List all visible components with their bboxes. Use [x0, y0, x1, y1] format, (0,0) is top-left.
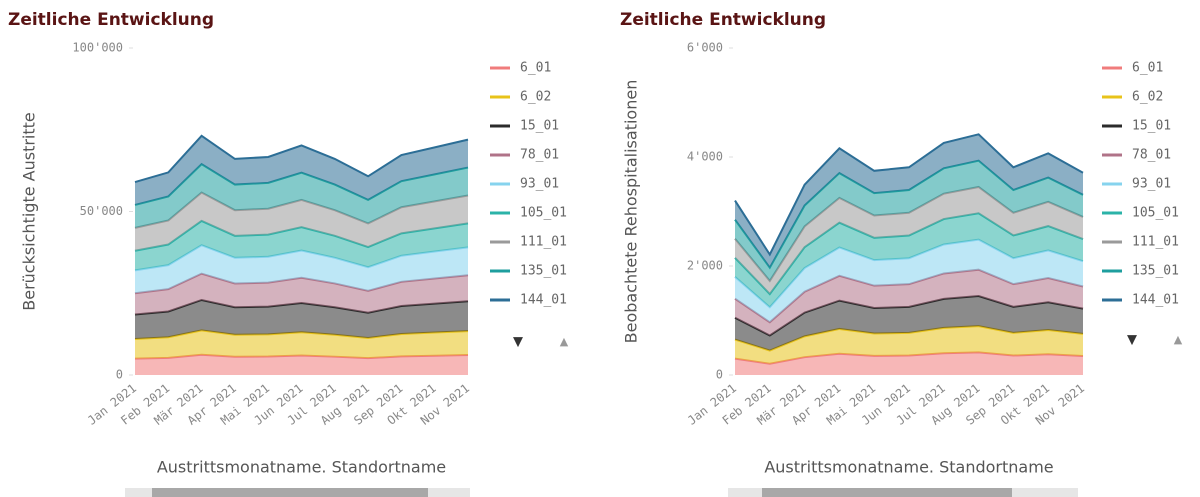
legend-scroll-down[interactable]: ▼ [513, 335, 523, 350]
y-tick-label: 4'000 [687, 150, 723, 164]
y-axis-label: Berücksichtigte Austritte [20, 112, 39, 311]
area [135, 273, 468, 315]
legend-scroll-down[interactable]: ▼ [1127, 333, 1137, 348]
area [135, 135, 468, 205]
area-edge [134, 219, 469, 252]
legend-label: 111_01 [1132, 235, 1179, 250]
scrollbar-thumb[interactable] [762, 488, 1012, 497]
area-edge [734, 238, 1084, 309]
area [135, 354, 468, 375]
area [735, 326, 1083, 364]
y-tick-label: 6'000 [687, 41, 723, 55]
legend-label: 144_01 [1132, 293, 1179, 308]
area [135, 192, 468, 251]
legend-label: 135_01 [520, 264, 567, 279]
x-axis-label: Austrittsmonatname. Standortname [157, 458, 446, 477]
legend-label: 144_01 [520, 293, 567, 308]
y-axis-label: Beobachtete Rehospitalisationen [622, 80, 641, 344]
area [135, 245, 468, 294]
legend-label: 135_01 [1132, 264, 1179, 279]
x-axis-label: Austrittsmonatname. Standortname [764, 458, 1053, 477]
y-tick-label: 0 [716, 368, 723, 382]
legend-label: 78_01 [1132, 148, 1171, 163]
area [735, 239, 1083, 323]
chart-title: Zeitliche Entwicklung [620, 10, 826, 30]
legend-scroll-up[interactable]: ▲ [560, 335, 569, 348]
area [135, 164, 468, 228]
y-tick-label: 0 [116, 368, 123, 382]
legend-label: 6_02 [1132, 90, 1163, 105]
legend-label: 105_01 [1132, 206, 1179, 221]
legend-label: 15_01 [520, 119, 559, 134]
legend-label: 93_01 [520, 177, 559, 192]
y-tick-label: 2'000 [687, 259, 723, 273]
legend-scroll-up[interactable]: ▲ [1174, 333, 1183, 346]
legend-label: 6_02 [520, 90, 551, 105]
y-tick-label: 100'000 [72, 41, 123, 55]
area-edge [134, 134, 469, 184]
legend-label: 6_01 [520, 61, 551, 76]
area [735, 213, 1083, 308]
area [735, 352, 1083, 375]
chart-title: Zeitliche Entwicklung [8, 10, 214, 30]
area [735, 160, 1083, 281]
y-tick-label: 50'000 [80, 204, 123, 218]
legend-label: 15_01 [1132, 119, 1171, 134]
area [135, 220, 468, 271]
legend-label: 6_01 [1132, 61, 1163, 76]
legend-label: 111_01 [520, 235, 567, 250]
area [135, 330, 468, 359]
area [735, 269, 1083, 336]
legend-label: 105_01 [520, 206, 567, 221]
legend-label: 93_01 [1132, 177, 1171, 192]
area [735, 186, 1083, 295]
area-edge [734, 133, 1084, 257]
area [735, 296, 1083, 351]
scrollbar-thumb[interactable] [152, 488, 428, 497]
legend-label: 78_01 [520, 148, 559, 163]
